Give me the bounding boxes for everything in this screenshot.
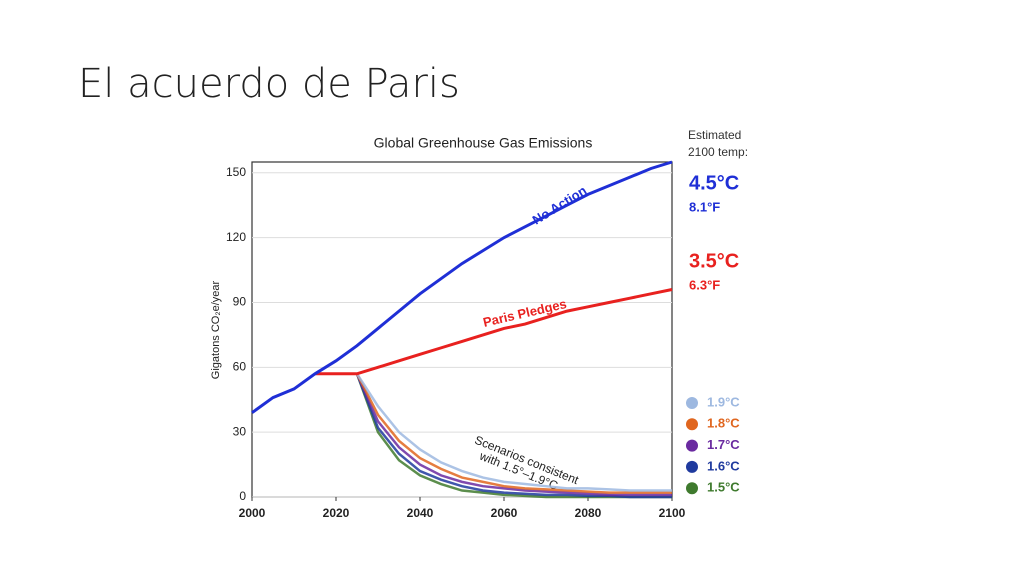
series-line	[355, 373, 672, 497]
temp-header: Estimated	[688, 128, 741, 142]
slide-title: El acuerdo de Paris	[78, 61, 460, 107]
plot-area	[251, 161, 673, 498]
x-tick-label: 2060	[491, 506, 518, 520]
temp-c: 4.5°C	[689, 172, 739, 194]
y-tick-label: 0	[239, 489, 246, 503]
series-line	[355, 373, 672, 492]
series-line	[355, 373, 672, 499]
temp-c: 3.5°C	[689, 250, 739, 272]
x-tick-label: 2000	[239, 506, 266, 520]
temp-f: 8.1°F	[689, 199, 720, 214]
legend-swatch	[686, 418, 698, 431]
legend-label: 1.6°C	[707, 458, 740, 473]
temp-f: 6.3°F	[689, 277, 720, 292]
temp-header: 2100 temp:	[688, 145, 748, 159]
legend-label: 1.5°C	[707, 480, 740, 495]
x-tick-label: 2020	[323, 506, 350, 520]
legend-swatch	[686, 460, 698, 473]
x-tick-label: 2080	[575, 506, 602, 520]
x-tick-label: 2100	[659, 506, 686, 520]
series-line	[355, 373, 672, 494]
y-tick-label: 60	[233, 359, 247, 373]
legend-label: 1.9°C	[707, 394, 740, 409]
y-tick-label: 120	[226, 230, 246, 244]
legend-label: 1.8°C	[707, 416, 740, 431]
line-label: No Action	[530, 183, 590, 228]
chart-title: Global Greenhouse Gas Emissions	[374, 135, 593, 151]
x-tick-label: 2040	[407, 506, 434, 520]
legend-swatch	[686, 439, 698, 452]
y-tick-label: 150	[226, 165, 246, 179]
y-tick-label: 90	[233, 295, 247, 309]
y-axis-label: Gigatons CO₂e/year	[210, 280, 222, 379]
legend-swatch	[686, 482, 698, 495]
series-line	[251, 160, 673, 414]
legend-label: 1.7°C	[707, 437, 740, 452]
series-line	[315, 288, 673, 376]
y-tick-label: 30	[233, 424, 247, 438]
legend-swatch	[686, 397, 698, 409]
